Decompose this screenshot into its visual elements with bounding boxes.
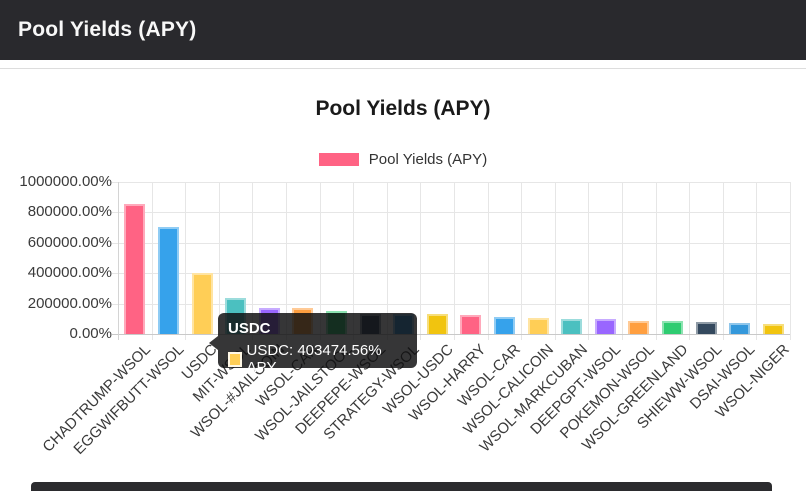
- bar-WSOL-USDC[interactable]: [426, 314, 448, 334]
- bar-WSOL-MARKCUBAN[interactable]: [561, 319, 583, 334]
- bar-WSOL-CALICOIN[interactable]: [527, 318, 549, 334]
- v-gridline: [454, 182, 455, 340]
- v-gridline: [554, 182, 556, 340]
- h-gridline: [112, 273, 790, 275]
- bar-USDC[interactable]: [191, 273, 213, 334]
- y-axis-tick-label: 400000.00%: [27, 264, 112, 282]
- h-gridline: [112, 182, 790, 183]
- v-gridline: [151, 182, 153, 340]
- v-gridline: [319, 182, 321, 340]
- app-header-bar: Pool Yields (APY): [0, 0, 806, 60]
- v-gridline: [655, 182, 657, 340]
- v-gridline: [487, 182, 489, 340]
- bar-DSAI-WSOL[interactable]: [729, 323, 751, 334]
- v-gridline: [689, 182, 691, 340]
- chart-title: Pool Yields (APY): [315, 97, 491, 120]
- bar-POKEMON-WSOL[interactable]: [628, 321, 650, 334]
- v-gridline: [521, 182, 523, 340]
- bar-WSOL-CAR[interactable]: [493, 317, 515, 334]
- y-axis-tick-label: 0.00%: [69, 325, 112, 342]
- h-gridline: [112, 303, 790, 305]
- bar-WSOL-NIGER[interactable]: [762, 324, 784, 334]
- legend-swatch-icon: [318, 153, 359, 166]
- y-axis-tick-label: 600000.00%: [27, 233, 112, 251]
- v-gridline: [420, 182, 422, 340]
- tooltip-value-text: USDC: 403474.56% APY: [246, 342, 382, 376]
- header-separator: [0, 68, 806, 69]
- next-section-header-bar: [31, 482, 772, 491]
- pool-yields-chart: Pool Yields (APY) Pool Yields (APY) 1000…: [0, 70, 806, 482]
- h-gridline: [112, 242, 790, 244]
- y-axis-tick-label: 800000.00%: [27, 203, 112, 221]
- v-gridline: [790, 182, 791, 340]
- tooltip-swatch-icon: [228, 351, 243, 367]
- v-gridline: [588, 182, 590, 340]
- y-axis-tick-label: 1000000.00%: [19, 173, 112, 190]
- v-gridline: [185, 182, 187, 340]
- v-gridline: [252, 182, 254, 340]
- x-axis-line: [112, 334, 790, 335]
- y-axis-tick-label: 200000.00%: [27, 294, 112, 312]
- bar-EGGWIFBUTT-WSOL[interactable]: [157, 227, 179, 334]
- bar-WSOL-GREENLAND[interactable]: [661, 321, 683, 334]
- app-header-title: Pool Yields (APY): [18, 18, 197, 41]
- v-gridline: [386, 182, 388, 340]
- v-gridline: [622, 182, 623, 340]
- v-gridline: [218, 182, 220, 340]
- tooltip-title: USDC: [228, 320, 271, 337]
- tooltip-caret-icon: [209, 336, 218, 350]
- bar-SHIEWW-WSOL[interactable]: [695, 322, 717, 334]
- bar-CHADTRUMP-WSOL[interactable]: [124, 204, 146, 334]
- v-gridline: [353, 182, 355, 340]
- bar-WSOL-HARRY[interactable]: [460, 315, 482, 334]
- y-axis-line: [118, 182, 119, 340]
- bar-DEEPGPT-WSOL[interactable]: [594, 319, 616, 334]
- legend-item[interactable]: Pool Yields (APY): [0, 151, 806, 168]
- chart-tooltip: USDC USDC: 403474.56% APY: [209, 313, 417, 376]
- v-gridline: [756, 182, 758, 340]
- v-gridline: [722, 182, 724, 340]
- v-gridline: [286, 182, 287, 340]
- legend-label: Pool Yields (APY): [368, 151, 488, 168]
- h-gridline: [112, 212, 790, 214]
